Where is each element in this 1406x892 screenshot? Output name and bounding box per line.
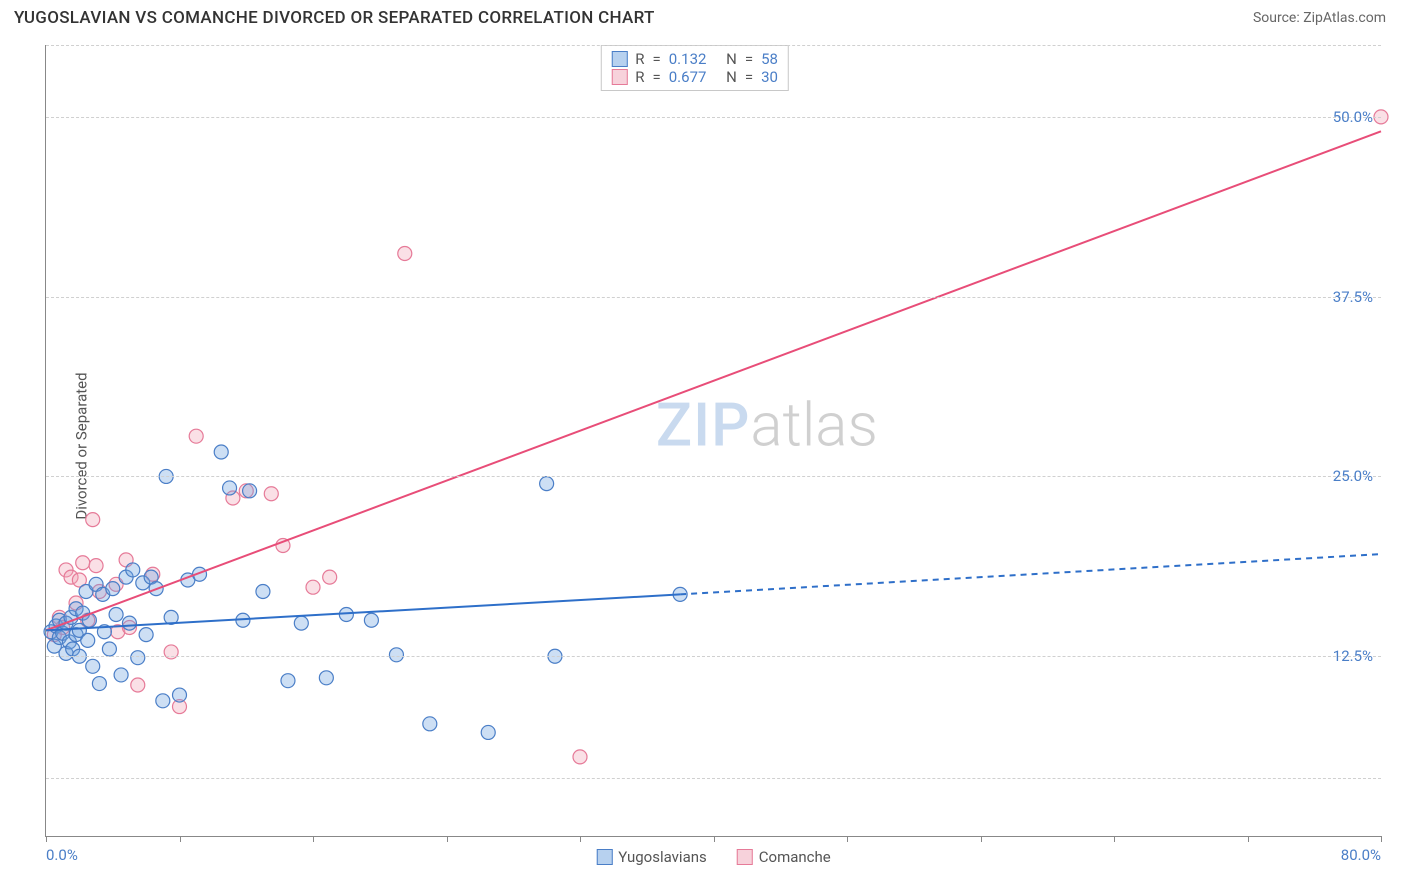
legend-swatch-comanche [737, 849, 753, 865]
n-value-yugoslavians: 58 [761, 50, 778, 68]
data-point [389, 648, 403, 662]
data-point [131, 651, 145, 665]
data-point [173, 688, 187, 702]
data-point [540, 477, 554, 491]
x-tick [981, 836, 982, 842]
trend-line [680, 554, 1381, 594]
data-point [109, 608, 123, 622]
y-tick-label: 37.5% [1333, 288, 1373, 306]
gridline [46, 117, 1381, 118]
eq-sign: = [653, 68, 661, 86]
header: YUGOSLAVIAN VS COMANCHE DIVORCED OR SEPA… [0, 0, 1406, 32]
data-point [423, 717, 437, 731]
data-point [306, 580, 320, 594]
legend-item-yugoslavians: Yugoslavians [596, 848, 707, 866]
data-point [223, 481, 237, 495]
chart-svg [46, 45, 1381, 836]
n-label: N [726, 50, 737, 68]
data-point [126, 563, 140, 577]
legend: Yugoslavians Comanche [596, 848, 831, 866]
data-point [256, 585, 270, 599]
correlation-stats-box: R = 0.132 N = 58 R = 0.677 N = 30 [600, 45, 789, 91]
x-tick [447, 836, 448, 842]
data-point [114, 668, 128, 682]
data-point [102, 642, 116, 656]
data-point [573, 750, 587, 764]
data-point [281, 674, 295, 688]
gridline [46, 656, 1381, 657]
trend-line [46, 594, 680, 630]
eq-sign: = [745, 50, 753, 68]
data-point [319, 671, 333, 685]
x-tick [714, 836, 715, 842]
data-point [398, 247, 412, 261]
source-name: ZipAtlas.com [1303, 10, 1386, 26]
stats-row-comanche: R = 0.677 N = 30 [611, 68, 778, 86]
legend-swatch-yugoslavians [596, 849, 612, 865]
n-label: N [726, 68, 737, 86]
gridline [46, 476, 1381, 477]
data-point [76, 556, 90, 570]
swatch-yugoslavians [611, 51, 627, 67]
x-tick [180, 836, 181, 842]
stats-row-yugoslavians: R = 0.132 N = 58 [611, 50, 778, 68]
data-point [106, 582, 120, 596]
data-point [131, 678, 145, 692]
eq-sign: = [653, 50, 661, 68]
data-point [481, 725, 495, 739]
eq-sign: = [745, 68, 753, 86]
data-point [92, 677, 106, 691]
chart-plot-area: ZIPatlas R = 0.132 N = 58 R = 0.677 N = … [45, 45, 1381, 837]
data-point [243, 484, 257, 498]
gridline [46, 45, 1381, 46]
y-tick-label: 25.0% [1333, 467, 1373, 485]
r-value-comanche: 0.677 [669, 68, 707, 86]
x-axis-max: 80.0% [1341, 846, 1381, 864]
n-value-comanche: 30 [761, 68, 778, 86]
r-label: R [635, 50, 644, 68]
data-point [264, 487, 278, 501]
data-point [81, 633, 95, 647]
data-point [214, 445, 228, 459]
legend-label-yugoslavians: Yugoslavians [618, 848, 707, 866]
x-tick [580, 836, 581, 842]
x-tick [313, 836, 314, 842]
gridline [46, 778, 1381, 779]
x-tick [847, 836, 848, 842]
data-point [189, 429, 203, 443]
chart-title: YUGOSLAVIAN VS COMANCHE DIVORCED OR SEPA… [14, 8, 655, 28]
y-tick-label: 12.5% [1333, 647, 1373, 665]
data-point [323, 570, 337, 584]
data-point [86, 513, 100, 527]
data-point [122, 616, 136, 630]
swatch-comanche [611, 69, 627, 85]
r-value-yugoslavians: 0.132 [669, 50, 707, 68]
source-prefix: Source: [1253, 10, 1303, 26]
source-attribution: Source: ZipAtlas.com [1253, 10, 1386, 26]
legend-item-comanche: Comanche [737, 848, 831, 866]
y-tick-label: 50.0% [1333, 108, 1373, 126]
legend-label-comanche: Comanche [759, 848, 831, 866]
x-tick [46, 836, 47, 842]
gridline [46, 297, 1381, 298]
data-point [139, 628, 153, 642]
x-tick [1248, 836, 1249, 842]
data-point [294, 616, 308, 630]
data-point [364, 613, 378, 627]
x-tick [1114, 836, 1115, 842]
data-point [156, 694, 170, 708]
x-tick [1381, 836, 1382, 842]
r-label: R [635, 68, 644, 86]
data-point [86, 659, 100, 673]
x-axis-min: 0.0% [46, 846, 78, 864]
data-point [89, 559, 103, 573]
trend-line [46, 131, 1381, 630]
